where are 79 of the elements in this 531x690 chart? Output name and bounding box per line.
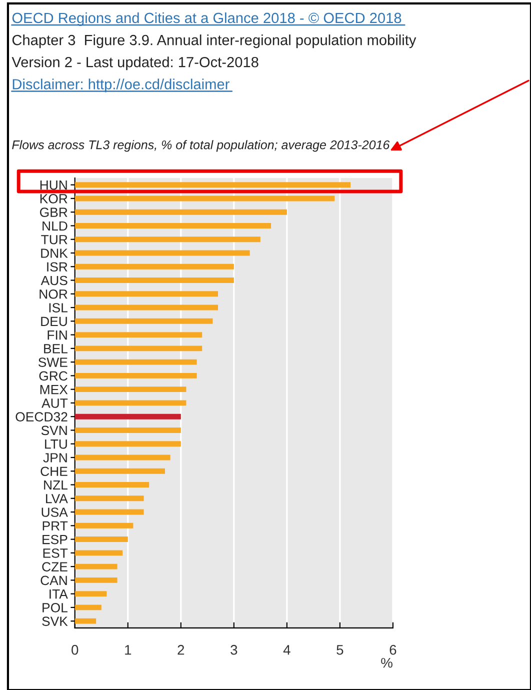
bar	[74, 536, 128, 542]
bar	[74, 482, 150, 488]
y-tick-label: DEU	[41, 316, 67, 326]
chart-subtitle: Flows across TL3 regions, % of total population; average 2013-2016	[12, 140, 390, 152]
text: Disclaimer: http://oe.cd/disclaimer	[12, 78, 230, 92]
bar	[74, 250, 250, 256]
bar	[74, 182, 351, 188]
y-tick-label: POL	[42, 603, 68, 612]
y-tick-label: GRC	[39, 371, 68, 381]
bar	[74, 564, 118, 570]
bar	[74, 278, 234, 283]
bar	[74, 454, 170, 460]
bar	[74, 332, 202, 338]
bar	[74, 196, 335, 202]
y-tick-label: TUR	[41, 235, 68, 244]
x-tick-label: 5	[336, 645, 344, 655]
x-tick-label: 2	[178, 644, 184, 655]
bar	[74, 577, 118, 583]
x-tick-label: 1	[125, 645, 132, 655]
y-tick-label: ISL	[49, 303, 68, 312]
y-tick-label: LVA	[46, 494, 68, 504]
bar	[74, 264, 234, 270]
y-tick-label: JPN	[43, 453, 67, 462]
y-tick-label: NLD	[42, 221, 68, 231]
bar	[74, 209, 287, 215]
bar	[74, 414, 181, 420]
y-tick-label: SWE	[38, 358, 68, 367]
bar	[74, 223, 272, 228]
bar	[74, 304, 218, 310]
bar	[74, 522, 134, 528]
y-tick-label: GBR	[40, 208, 68, 218]
y-tick-label: NZL	[44, 480, 68, 490]
bar	[74, 441, 181, 447]
y-tick-label: AUT	[42, 398, 68, 408]
y-tick-label: CAN	[40, 576, 67, 586]
y-tick-label: CHE	[40, 466, 68, 476]
bar	[74, 428, 181, 433]
y-tick-label: CZE	[42, 562, 68, 572]
text: Version 2 - Last updated: 17-Oct-2018	[12, 56, 258, 70]
bar	[74, 346, 202, 352]
y-tick-label: EST	[43, 548, 68, 558]
bar	[74, 591, 107, 597]
y-tick-label: HUN	[40, 180, 67, 190]
x-tick-label: 6	[390, 644, 396, 655]
y-tick-label: OECD32	[16, 412, 68, 422]
x-tick-label: 4	[283, 645, 290, 655]
chart-title: Chapter 3 Figure 3.9. Annual inter-regional population mobility	[12, 34, 416, 48]
y-tick-label: PRT	[42, 521, 68, 530]
y-tick-label: USA	[42, 508, 68, 517]
x-axis-title: %	[381, 658, 392, 668]
bar	[74, 618, 96, 624]
y-tick-label: AUS	[40, 276, 68, 286]
bar	[74, 604, 102, 610]
y-tick-label: LTU	[45, 440, 67, 449]
bar	[74, 386, 186, 392]
y-tick-label: SVK	[42, 616, 68, 626]
y-tick-label: BEL	[44, 344, 68, 354]
y-tick-label: KOR	[40, 194, 68, 204]
y-tick-label: ESP	[42, 534, 68, 544]
bar	[74, 468, 165, 474]
bar	[74, 291, 218, 297]
y-tick-label: ITA	[50, 590, 68, 599]
y-tick-label: SVN	[41, 426, 67, 436]
bar	[74, 509, 144, 515]
bar	[74, 550, 123, 556]
y-tick-label: DNK	[41, 248, 68, 258]
y-tick-label: NOR	[40, 289, 68, 299]
text: OECD Regions and Cities at a Glance 2018 - © OECD 2018	[12, 12, 402, 26]
y-tick-label: MEX	[40, 385, 68, 394]
bar	[74, 359, 197, 365]
x-tick-label: 3	[230, 644, 238, 655]
bar	[74, 236, 260, 242]
y-tick-label: FIN	[48, 330, 67, 340]
y-tick-label: ISR	[47, 262, 68, 272]
bar	[74, 318, 213, 324]
bar	[74, 496, 144, 502]
bar	[74, 400, 186, 406]
bar	[74, 372, 197, 378]
x-tick-label: 0	[72, 644, 78, 655]
